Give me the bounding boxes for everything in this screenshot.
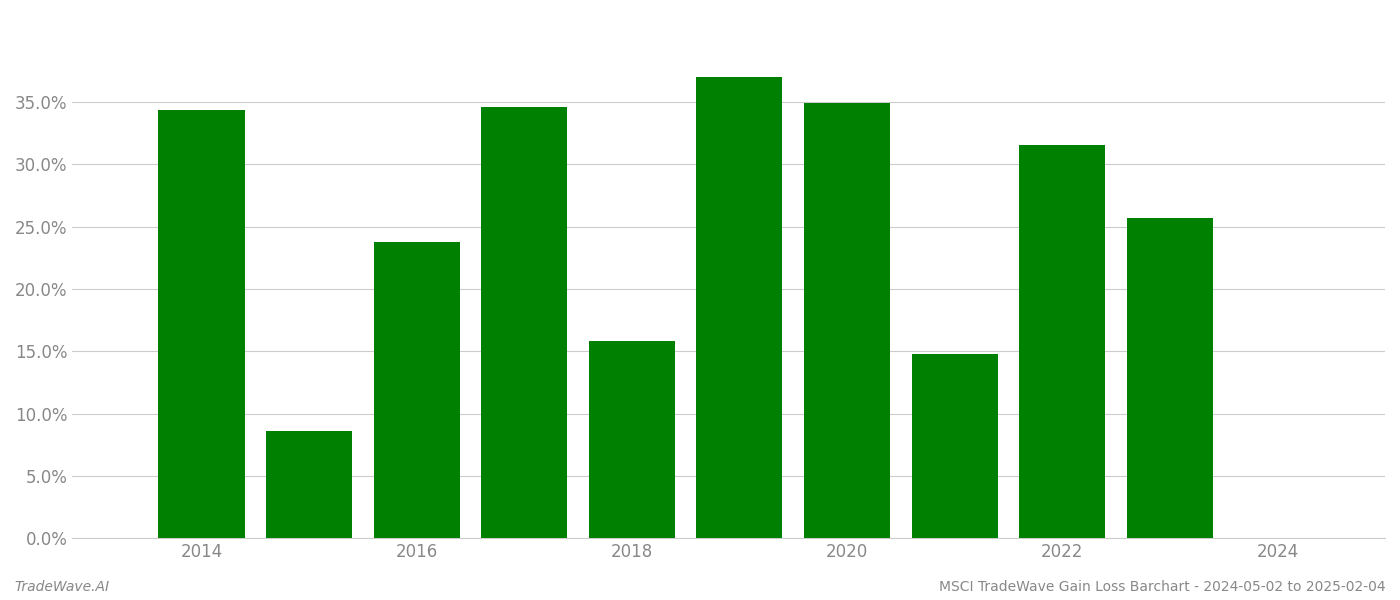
Bar (1127, 218, 1212, 538)
Bar (696, 77, 783, 538)
Bar (1019, 145, 1105, 538)
Bar (911, 354, 998, 538)
Bar (158, 110, 245, 538)
Bar (804, 103, 890, 538)
Bar (589, 341, 675, 538)
Text: TradeWave.AI: TradeWave.AI (14, 580, 109, 594)
Bar (266, 431, 353, 538)
Bar (374, 242, 459, 538)
Text: MSCI TradeWave Gain Loss Barchart - 2024-05-02 to 2025-02-04: MSCI TradeWave Gain Loss Barchart - 2024… (939, 580, 1386, 594)
Bar (482, 107, 567, 538)
